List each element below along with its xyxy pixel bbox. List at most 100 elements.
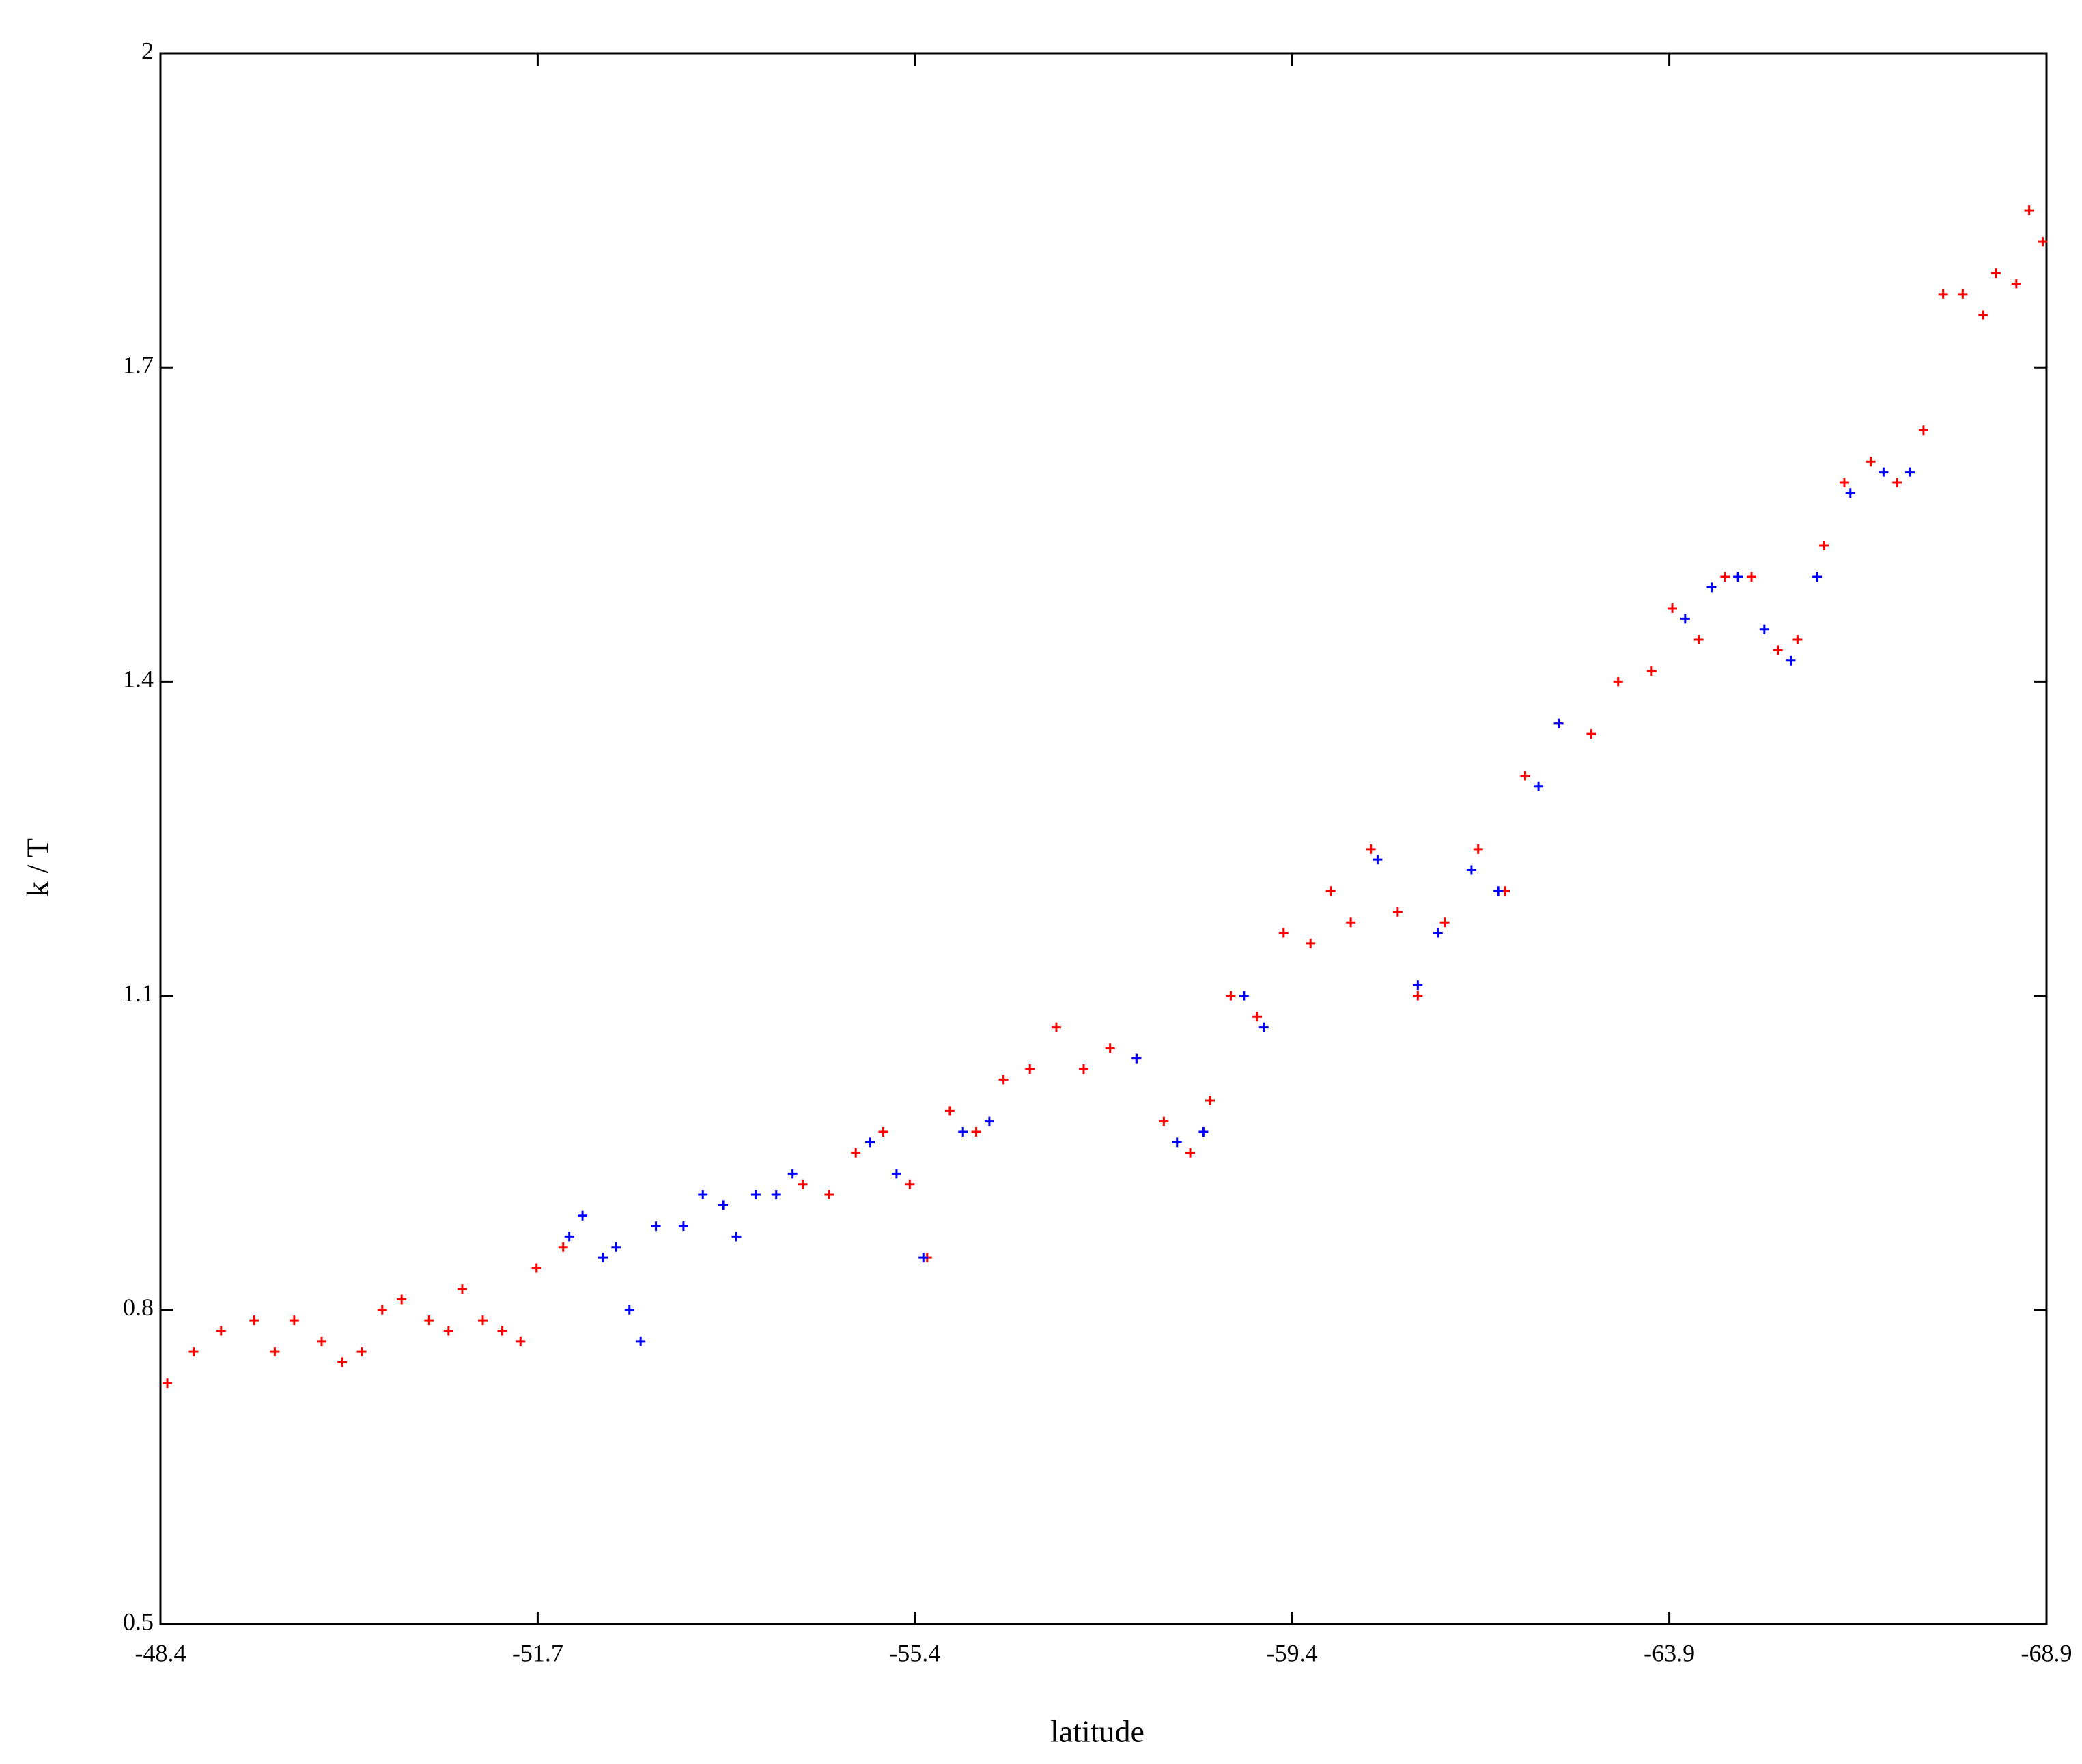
data-point — [698, 1190, 708, 1200]
x-axis-label: latitude — [1050, 1714, 1144, 1749]
data-point — [905, 1179, 915, 1189]
data-point — [1534, 781, 1544, 791]
x-tick-label: -68.9 — [2021, 1639, 2072, 1666]
data-point — [2024, 205, 2034, 216]
data-point — [651, 1221, 661, 1232]
data-point — [971, 1127, 981, 1137]
data-point — [443, 1326, 453, 1336]
data-point — [597, 1253, 608, 1263]
data-point — [1990, 268, 2001, 279]
data-point — [2011, 279, 2021, 289]
data-point — [944, 1106, 955, 1116]
data-point — [497, 1326, 507, 1336]
data-point — [270, 1347, 280, 1357]
data-point — [1819, 540, 1829, 550]
data-point — [1693, 635, 1704, 645]
data-point — [1958, 289, 1968, 299]
data-point — [1845, 488, 1855, 498]
y-tick-label: 1.4 — [123, 666, 154, 693]
data-point — [1198, 1127, 1209, 1137]
data-point — [1252, 1012, 1263, 1022]
plot-frame — [159, 52, 2048, 1625]
data-point — [1812, 572, 1823, 582]
data-point — [865, 1137, 875, 1148]
data-point — [1105, 1043, 1115, 1053]
data-point — [1306, 938, 1316, 948]
y-tick-label: 0.5 — [123, 1608, 154, 1635]
data-point — [1159, 1116, 1169, 1126]
data-point — [558, 1242, 568, 1252]
data-point — [1226, 991, 1236, 1001]
y-tick-label: 0.8 — [123, 1294, 154, 1321]
data-point — [1613, 677, 1623, 687]
data-point — [188, 1347, 199, 1357]
data-point — [958, 1127, 968, 1137]
data-point — [1413, 991, 1423, 1001]
data-point — [1978, 310, 1988, 320]
data-point — [1346, 917, 1356, 928]
data-point — [531, 1263, 541, 1273]
data-point — [1439, 917, 1450, 928]
x-tick-label: -63.9 — [1644, 1639, 1695, 1666]
data-point — [1258, 1022, 1269, 1032]
data-point — [824, 1190, 834, 1200]
data-point — [1366, 844, 1376, 854]
y-tick-label: 2 — [141, 37, 154, 64]
data-point — [1747, 572, 1757, 582]
data-point — [1553, 718, 1564, 728]
data-point — [289, 1315, 299, 1326]
data-point — [798, 1179, 808, 1189]
data-point — [424, 1315, 434, 1326]
data-point — [624, 1305, 634, 1315]
data-point — [984, 1116, 994, 1126]
data-point — [1473, 844, 1483, 854]
data-point — [397, 1294, 407, 1305]
data-point — [163, 1378, 173, 1389]
data-point — [1866, 457, 1876, 467]
data-point — [1759, 624, 1769, 634]
data-point — [249, 1315, 259, 1326]
data-point — [1025, 1064, 1035, 1074]
data-point — [1786, 655, 1796, 666]
data-point — [1905, 467, 1915, 477]
data-point — [1520, 771, 1530, 781]
data-point — [2038, 237, 2048, 247]
data-point — [1278, 928, 1289, 938]
data-point — [918, 1253, 929, 1263]
x-tick-label: -59.4 — [1267, 1639, 1318, 1666]
data-point — [1839, 477, 1849, 487]
data-point — [731, 1232, 742, 1242]
data-point — [718, 1200, 729, 1210]
data-point — [1172, 1137, 1182, 1148]
data-point — [1879, 467, 1889, 477]
data-point — [1131, 1053, 1142, 1064]
data-point — [1918, 425, 1928, 436]
data-point — [1733, 572, 1743, 582]
data-point — [878, 1127, 888, 1137]
x-tick-label: -51.7 — [512, 1639, 563, 1666]
data-point — [317, 1336, 327, 1346]
x-tick-label: -55.4 — [889, 1639, 940, 1666]
data-point — [457, 1284, 467, 1294]
data-point — [1185, 1148, 1196, 1158]
data-point — [1706, 582, 1717, 593]
data-point — [356, 1347, 367, 1357]
data-point — [1433, 928, 1443, 938]
data-point — [1892, 477, 1902, 487]
data-point — [787, 1169, 798, 1179]
data-point — [1720, 572, 1730, 582]
data-point — [1239, 991, 1249, 1001]
data-point — [1668, 603, 1678, 614]
y-axis-label: k / T — [20, 838, 55, 897]
data-point — [636, 1336, 646, 1346]
data-point — [611, 1242, 621, 1252]
data-point — [851, 1148, 861, 1158]
data-point — [1792, 635, 1803, 645]
data-point — [564, 1232, 574, 1242]
data-point — [1325, 886, 1336, 896]
data-point — [337, 1357, 348, 1367]
data-point — [1646, 666, 1657, 677]
data-point — [678, 1221, 688, 1232]
x-tick-label: -48.4 — [135, 1639, 186, 1666]
